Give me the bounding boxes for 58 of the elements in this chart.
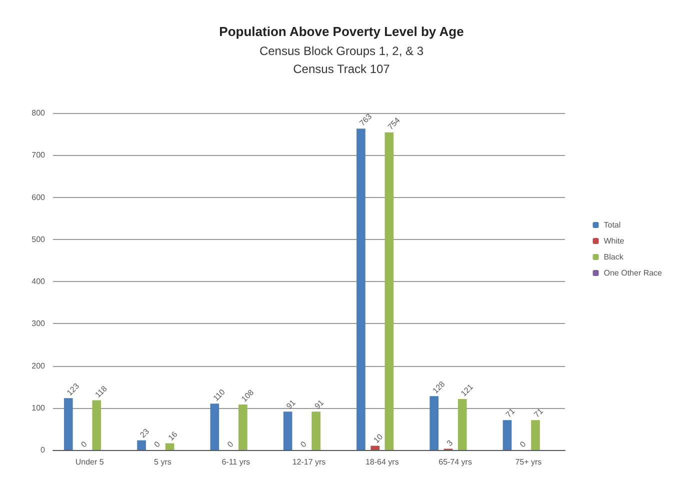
bar <box>370 446 380 450</box>
x-tick-label: 18-64 yrs <box>365 458 399 466</box>
data-label: 71 <box>504 406 518 420</box>
bar <box>283 412 292 450</box>
bar <box>458 399 467 450</box>
legend-label: Black <box>604 252 624 262</box>
bar <box>210 404 220 450</box>
data-label: 108 <box>240 388 256 404</box>
bar <box>165 443 174 450</box>
data-label: 16 <box>166 429 180 442</box>
y-tick-label: 400 <box>32 277 46 286</box>
y-tick-label: 100 <box>32 403 46 412</box>
y-tick-label: 200 <box>32 361 46 370</box>
data-label: 0 <box>152 439 162 450</box>
bar <box>64 398 73 450</box>
bar <box>92 400 102 450</box>
data-label: 0 <box>298 439 309 450</box>
data-label: 763 <box>358 112 374 128</box>
data-label: 123 <box>65 381 82 398</box>
data-label: 91 <box>312 398 326 411</box>
data-label: 23 <box>138 426 152 440</box>
y-tick-label: 300 <box>32 319 46 328</box>
data-label: 0 <box>79 439 90 450</box>
x-tick-label: Under 5 <box>75 458 104 466</box>
x-tick-label: 75+ yrs <box>515 458 542 466</box>
bar <box>502 420 512 450</box>
legend-label: White <box>604 236 625 246</box>
x-tick-label: 6-11 yrs <box>222 458 250 466</box>
y-tick-label: 600 <box>32 192 46 202</box>
data-label: 0 <box>226 439 236 450</box>
bar <box>430 396 439 450</box>
bar <box>384 132 394 450</box>
data-label: 91 <box>284 398 298 411</box>
y-tick-label: 0 <box>40 446 46 454</box>
x-tick-label: 12-17 yrs <box>292 458 326 466</box>
y-tick-label: 800 <box>32 108 46 118</box>
legend-label: Total <box>604 220 621 230</box>
bar <box>238 404 248 450</box>
y-tick-label: 500 <box>32 234 46 244</box>
data-label: 110 <box>211 387 228 403</box>
x-tick-label: 65-74 yrs <box>438 458 472 466</box>
data-label: 0 <box>518 439 528 450</box>
y-tick-label: 700 <box>32 150 46 160</box>
bar <box>312 412 320 450</box>
data-label: 754 <box>386 115 402 132</box>
bar <box>356 128 366 450</box>
data-label: 121 <box>459 382 476 398</box>
data-label: 3 <box>445 438 455 448</box>
data-label: 10 <box>372 432 385 445</box>
chart-subtitle: Census Block Groups 1, 2, & 3 Census Track 107 <box>259 44 424 76</box>
data-label: 128 <box>430 379 448 396</box>
bar <box>531 420 540 450</box>
x-tick-label: 5 yrs <box>154 458 172 466</box>
data-label: 71 <box>532 406 546 420</box>
data-label: 118 <box>93 384 110 400</box>
legend-label: One Other Race <box>604 268 663 278</box>
bar <box>137 440 146 450</box>
chart-title: Population Above Poverty Level by Age <box>219 24 464 39</box>
